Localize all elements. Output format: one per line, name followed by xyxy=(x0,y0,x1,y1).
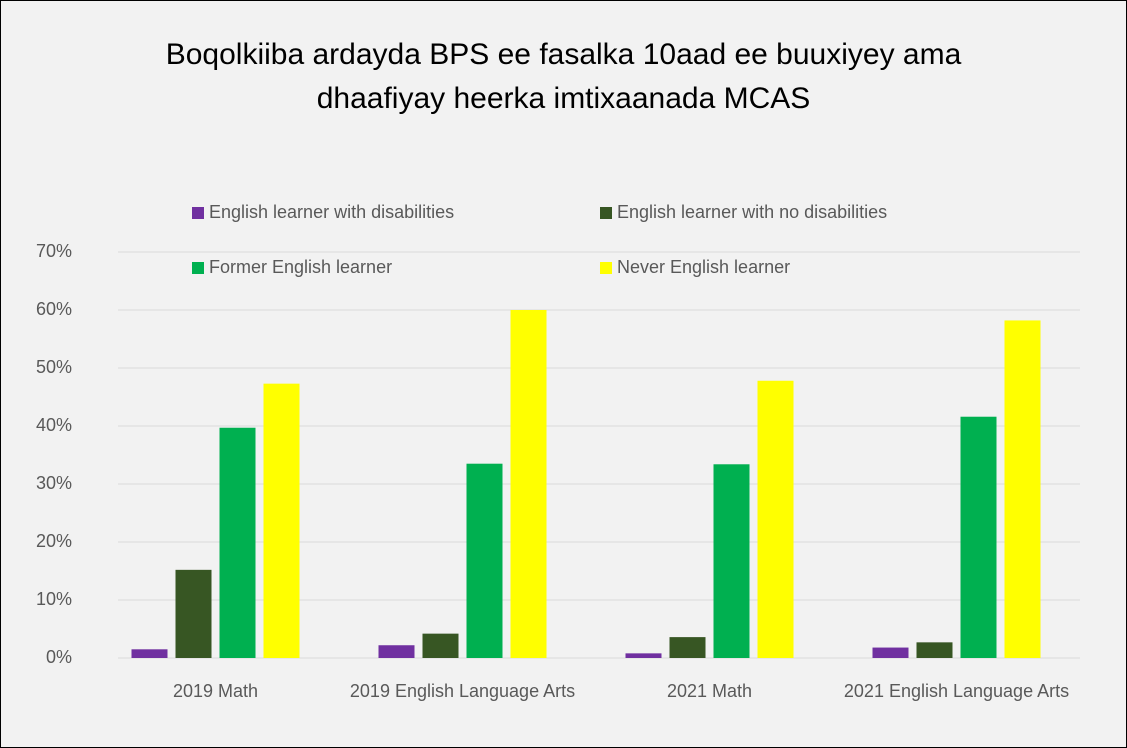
y-tick-label: 20% xyxy=(36,531,72,551)
bar xyxy=(263,383,300,658)
legend-label: English learner with no disabilities xyxy=(617,202,887,222)
y-tick-label: 50% xyxy=(36,357,72,377)
y-tick-label: 40% xyxy=(36,415,72,435)
legend-label: Former English learner xyxy=(209,257,392,277)
legend-swatch xyxy=(600,262,612,274)
bar xyxy=(378,645,415,658)
bar xyxy=(872,647,909,658)
y-tick-label: 10% xyxy=(36,589,72,609)
bar xyxy=(510,310,547,658)
bar xyxy=(713,464,750,658)
y-tick-label: 0% xyxy=(46,647,72,667)
x-tick-label: 2021 Math xyxy=(667,681,752,701)
bar xyxy=(422,633,459,658)
x-tick-label: 2019 Math xyxy=(173,681,258,701)
x-tick-label: 2021 English Language Arts xyxy=(844,681,1069,701)
bar xyxy=(625,653,662,658)
bar xyxy=(175,569,212,658)
x-tick-label: 2019 English Language Arts xyxy=(350,681,575,701)
legend-label: English learner with disabilities xyxy=(209,202,454,222)
y-tick-label: 30% xyxy=(36,473,72,493)
y-tick-label: 60% xyxy=(36,299,72,319)
bar xyxy=(669,637,706,658)
legend-swatch xyxy=(192,207,204,219)
bar xyxy=(916,642,953,658)
chart-title: Boqolkiiba ardayda BPS ee fasalka 10aad … xyxy=(165,38,962,115)
bar xyxy=(466,463,503,658)
legend-swatch xyxy=(600,207,612,219)
bar xyxy=(757,380,794,658)
y-tick-label: 70% xyxy=(36,241,72,261)
bar xyxy=(131,649,168,658)
bar xyxy=(1004,320,1041,658)
bar xyxy=(960,416,997,658)
legend-swatch xyxy=(192,262,204,274)
legend-label: Never English learner xyxy=(617,257,790,277)
bar xyxy=(219,427,256,658)
